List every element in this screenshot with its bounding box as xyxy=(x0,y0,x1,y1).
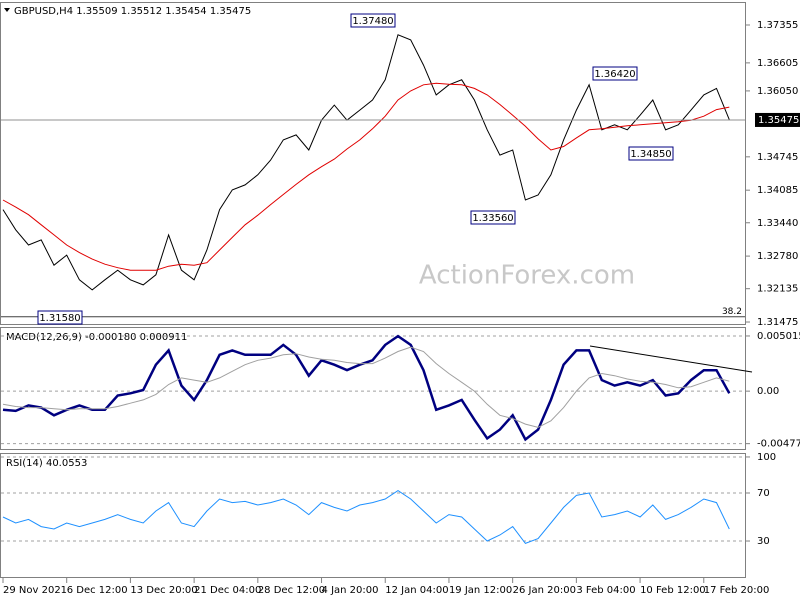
annotation-box xyxy=(628,146,674,161)
menu-arrow xyxy=(4,8,10,12)
fib-label: 38.2 xyxy=(722,307,742,317)
last-price-box xyxy=(755,112,800,127)
x-tick-label: 13 Dec 20:00 xyxy=(130,585,197,596)
y-tick-label: 1.36605 xyxy=(757,58,798,69)
x-tick-label: 29 Nov 2021 xyxy=(3,585,67,596)
series-line xyxy=(2,346,730,428)
y-tick-label: 70 xyxy=(757,488,770,499)
watermark: ActionForex.com xyxy=(419,261,635,291)
x-tick-label: 19 Jan 12:00 xyxy=(449,585,512,596)
y-tick-label: 1.34085 xyxy=(757,185,798,196)
y-tick-label: 1.33440 xyxy=(757,218,798,229)
x-tick-label: 4 Jan 20:00 xyxy=(322,585,379,596)
y-tick-label: 0.005015 xyxy=(757,331,800,342)
annotation-label: 1.33560 xyxy=(472,213,513,224)
x-tick-label: 3 Feb 04:00 xyxy=(576,585,635,596)
annotation-box xyxy=(592,66,638,81)
series-line xyxy=(2,82,730,271)
annotation-label: 1.34850 xyxy=(630,149,671,160)
price-panel xyxy=(0,2,746,325)
y-tick-label: 1.32135 xyxy=(757,284,798,295)
annotation-box xyxy=(470,210,516,225)
y-tick-label: 1.37355 xyxy=(757,20,798,31)
y-tick-label: 1.36050 xyxy=(757,86,798,97)
price-title: GBPUSD,H4 1.35509 1.35512 1.35454 1.3547… xyxy=(14,6,251,17)
y-tick-label: 1.34745 xyxy=(757,152,798,163)
y-tick-label: 100 xyxy=(757,452,776,463)
last-price-label: 1.35475 xyxy=(758,115,799,126)
y-tick-label: -0.004773 xyxy=(757,439,800,450)
annotation-label: 1.37480 xyxy=(352,16,393,27)
x-tick-label: 21 Dec 04:00 xyxy=(194,585,261,596)
rsi-title: RSI(14) 40.0553 xyxy=(6,458,87,469)
annotation-label: 1.36420 xyxy=(594,69,635,80)
y-tick-label: 0.00 xyxy=(757,386,779,397)
x-tick-label: 26 Jan 20:00 xyxy=(513,585,576,596)
series-line xyxy=(2,34,730,291)
annotation-box xyxy=(37,310,83,325)
macd-title: MACD(12,26,9) -0.000180 0.000911 xyxy=(6,332,187,343)
annotation-label: 1.31580 xyxy=(39,313,80,324)
rsi-panel xyxy=(0,453,746,578)
x-tick-label: 28 Dec 12:00 xyxy=(258,585,325,596)
y-tick-label: 30 xyxy=(757,536,770,547)
x-tick-label: 6 Dec 12:00 xyxy=(67,585,128,596)
x-tick-label: 17 Feb 20:00 xyxy=(704,585,770,596)
x-tick-label: 10 Feb 12:00 xyxy=(640,585,706,596)
y-tick-label: 1.31475 xyxy=(757,317,798,328)
macd-trend-line xyxy=(589,345,753,373)
annotation-box xyxy=(350,13,396,28)
y-tick-label: 1.32780 xyxy=(757,251,798,262)
series-line xyxy=(2,490,730,544)
x-tick-label: 12 Jan 04:00 xyxy=(385,585,448,596)
macd-panel xyxy=(0,327,746,450)
series-line xyxy=(2,334,731,442)
